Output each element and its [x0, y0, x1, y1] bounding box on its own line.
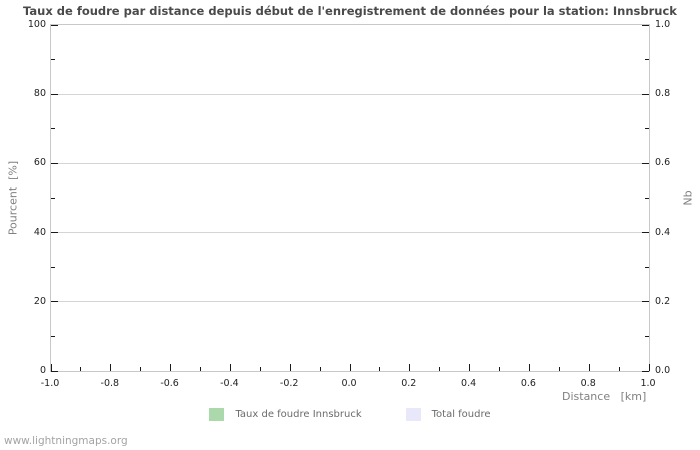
y-axis-label-right: Nb: [681, 190, 695, 206]
x-minor-tick: [618, 367, 620, 371]
x-minor-tick: [379, 367, 381, 371]
x-major-tick: [289, 364, 291, 371]
x-tick-label: 0.0: [341, 378, 357, 389]
x-major-tick: [229, 364, 231, 371]
x-tick-label: -0.8: [100, 378, 120, 389]
x-major-tick: [349, 364, 351, 371]
left-major-tick: [51, 162, 58, 164]
x-tick-label: -1.0: [40, 378, 60, 389]
right-major-tick: [642, 162, 649, 164]
x-tick-label: -0.4: [220, 378, 239, 389]
x-tick-label: 0.6: [520, 378, 536, 389]
watermark-link[interactable]: www.lightningmaps.org: [4, 435, 128, 447]
x-tick-label: 0.8: [580, 378, 596, 389]
right-major-tick: [642, 24, 649, 26]
left-major-tick: [51, 93, 58, 95]
left-tick-label: 0: [39, 365, 46, 376]
x-tick-label: -0.6: [160, 378, 179, 389]
right-minor-tick: [645, 59, 649, 61]
x-major-tick: [469, 364, 471, 371]
x-tick-label: -0.2: [279, 378, 299, 389]
left-minor-tick: [51, 197, 55, 199]
left-major-tick: [51, 232, 58, 234]
legend-item: Taux de foudre Innsbruck: [209, 408, 362, 421]
y-axis-label-left: Pourcent [%]: [6, 160, 20, 236]
left-tick-label: 40: [33, 226, 46, 238]
right-tick-label: 0.6: [655, 157, 671, 169]
right-tick-label: 0.8: [655, 88, 671, 100]
legend-swatch: [405, 408, 421, 421]
x-minor-tick: [558, 367, 560, 371]
x-major-tick: [648, 364, 650, 371]
left-tick-label: 60: [33, 157, 46, 169]
right-minor-tick: [645, 197, 649, 199]
legend-item: Total foudre: [405, 408, 491, 421]
left-minor-tick: [51, 128, 55, 130]
right-minor-tick: [645, 128, 649, 130]
right-tick-label: 0.2: [655, 295, 671, 307]
x-minor-tick: [439, 367, 441, 371]
x-tick-label: 0.2: [401, 378, 417, 389]
left-minor-tick: [51, 59, 55, 61]
right-major-tick: [642, 301, 649, 303]
right-major-tick: [642, 232, 649, 234]
left-tick-label: 20: [33, 295, 46, 307]
right-minor-tick: [645, 335, 649, 337]
legend-label: Total foudre: [431, 409, 491, 420]
right-tick-label: 1.0: [655, 19, 671, 30]
gridline: [51, 162, 649, 164]
x-tick-label: 1.0: [640, 378, 656, 389]
x-major-tick: [170, 364, 172, 371]
left-tick-label: 80: [33, 88, 46, 100]
legend-label: Taux de foudre Innsbruck: [235, 409, 362, 420]
right-tick-label: 0.4: [655, 226, 671, 238]
gridline: [51, 93, 649, 95]
right-major-tick: [642, 93, 649, 95]
plot-area: [50, 24, 650, 372]
x-minor-tick: [259, 367, 261, 371]
x-minor-tick: [200, 367, 201, 371]
gridline: [51, 232, 649, 234]
left-minor-tick: [51, 335, 55, 337]
chart-title: Taux de foudre par distance depuis début…: [23, 4, 677, 18]
right-major-tick: [642, 370, 649, 372]
x-axis-label: Distance [km]: [562, 390, 647, 403]
legend-swatch: [209, 408, 225, 421]
x-major-tick: [110, 364, 112, 371]
left-tick-label: 100: [27, 19, 46, 30]
gridline: [51, 301, 649, 303]
left-major-tick: [51, 24, 58, 26]
right-tick-label: 0.0: [655, 365, 671, 376]
x-major-tick: [528, 364, 530, 371]
legend: Taux de foudre Innsbruck Total foudre: [0, 408, 700, 421]
x-minor-tick: [499, 367, 500, 371]
left-major-tick: [51, 301, 58, 303]
x-major-tick: [588, 364, 590, 371]
right-minor-tick: [645, 266, 649, 268]
x-minor-tick: [319, 367, 321, 371]
left-major-tick: [51, 370, 58, 372]
x-minor-tick: [80, 367, 82, 371]
x-tick-label: 0.4: [461, 378, 477, 389]
x-major-tick: [50, 364, 52, 371]
x-major-tick: [409, 364, 411, 371]
x-minor-tick: [140, 367, 142, 371]
left-minor-tick: [51, 266, 55, 268]
